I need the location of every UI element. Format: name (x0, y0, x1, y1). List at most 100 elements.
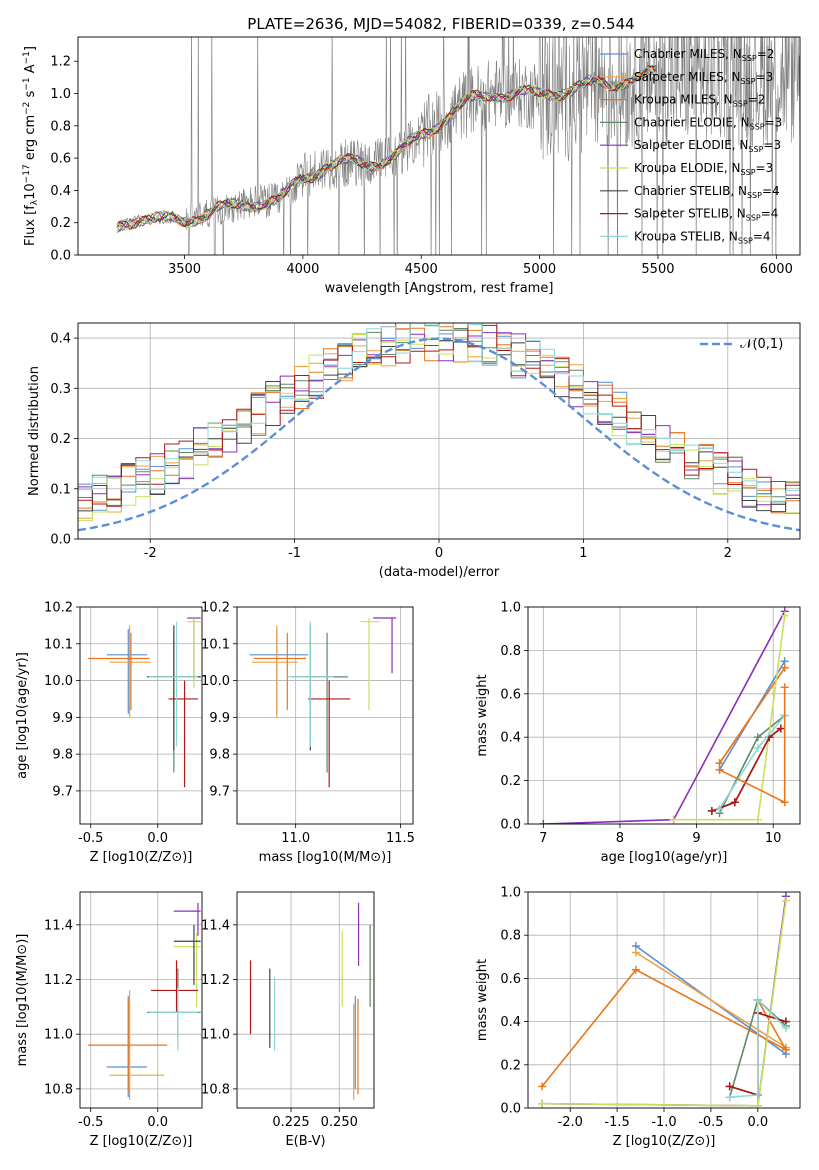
x-tick-label: 0.0 (147, 1115, 168, 1130)
weight-marker-5-0 (538, 1099, 547, 1108)
y-tick-label: 10.8 (201, 1082, 230, 1097)
x-tick-label: -0.5 (78, 831, 103, 846)
x-tick-label: 7 (539, 831, 547, 846)
x-axis-label: E(B-V) (285, 1134, 325, 1149)
plot-area (249, 617, 397, 788)
x-tick-label: 11.5 (386, 831, 415, 846)
model-spectrum-8 (116, 66, 658, 230)
weight-marker-9-2 (780, 683, 789, 692)
legend-label-2: Kroupa MILES, NSSP=2 (634, 93, 765, 109)
x-axis-label: Z [log10(Z/Z⊙)] (90, 1134, 193, 1149)
y-tick-label: 9.8 (209, 748, 230, 763)
weight-line-7 (711, 727, 782, 812)
legend-label-4: Salpeter ELODIE, NSSP=3 (634, 138, 781, 154)
x-tick-label: 0.0 (147, 831, 168, 846)
weight-marker-2-2 (781, 1045, 790, 1054)
weight-line-8 (729, 998, 787, 1098)
x-tick-label: 5500 (641, 262, 674, 277)
plot-area (88, 617, 201, 788)
y-tick-label: 0.0 (50, 249, 71, 264)
y-tick-label: 0.1 (50, 482, 71, 497)
y-tick-label: 0.8 (50, 119, 71, 134)
y-tick-label: 0.0 (50, 533, 71, 548)
axes-frame (77, 36, 801, 256)
weight-line-4 (543, 610, 786, 824)
histogram-8 (78, 323, 800, 502)
weight-line-3 (718, 714, 786, 814)
x-tick-label: 4000 (286, 262, 319, 277)
legend-label-8: Kroupa STELIB, NSSP=4 (634, 229, 771, 245)
y-tick-label: 1.0 (500, 601, 521, 616)
plot-area (539, 607, 789, 824)
weight-line-8 (718, 714, 786, 810)
axes-frame (77, 322, 801, 540)
panel-mass_vs_EBV: 0.225 0.250 10.8 11.0 11.2 11.4 E(B-V) (201, 891, 375, 1149)
y-tick-label: 9.9 (52, 711, 73, 726)
x-tick-label: -0.5 (698, 1115, 723, 1130)
weight-marker-9-0 (715, 765, 724, 774)
legend-label-gaussian: 𝒩(0,1) (740, 337, 783, 352)
y-tick-label: 10.2 (201, 601, 230, 616)
axes-frame (236, 891, 375, 1109)
y-axis-label: Flux [fλ10−17 erg cm−2 s−1 A−1] (22, 46, 40, 246)
y-tick-label: 0.4 (500, 1015, 521, 1030)
grid (237, 606, 413, 824)
panel-age_vs_Z: -0.5 0.0 9.7 9.8 9.9 10.0 10.1 10.2 Z [log10(Z/Z… (15, 601, 203, 865)
y-tick-label: 1.0 (50, 87, 71, 102)
panel-residuals: -2 -1 0 1 2 0.0 0.1 0.2 0.3 0.4 (data-model)/error… (27, 322, 801, 580)
plot-area (538, 892, 790, 1108)
y-tick-label: 9.7 (209, 784, 230, 799)
y-tick-label: 0.4 (500, 731, 521, 746)
legend-label-7: Salpeter STELIB, NSSP=4 (634, 207, 778, 223)
axes-frame (79, 606, 203, 825)
y-tick-label: 0.2 (500, 774, 521, 789)
weight-marker-7-0 (725, 1082, 734, 1091)
weight-line-9 (719, 687, 786, 804)
y-tick-label: 0.3 (50, 382, 71, 397)
y-tick-label: 0.6 (500, 687, 521, 702)
model-spectrum-3 (116, 69, 658, 233)
weight-marker-7-3 (776, 724, 785, 733)
y-tick-label: 0.6 (500, 972, 521, 987)
weight-marker-7-1 (730, 798, 739, 807)
x-tick-label: 11.0 (281, 831, 310, 846)
plot-area (116, 37, 800, 255)
legend-label-0: Chabrier MILES, NSSP=2 (634, 47, 774, 63)
x-tick-label: 0.225 (272, 1115, 309, 1130)
weight-marker-7-0 (707, 806, 716, 815)
y-tick-label: 9.8 (52, 748, 73, 763)
y-tick-label: 0.0 (500, 818, 521, 833)
weight-marker-5-2 (781, 896, 790, 905)
plot-area (88, 902, 201, 1100)
y-tick-label: 0.4 (50, 184, 71, 199)
x-tick-label: 0.0 (747, 1115, 768, 1130)
y-tick-label: 9.7 (52, 784, 73, 799)
y-tick-label: 0.0 (500, 1102, 521, 1117)
x-tick-label: 10 (765, 831, 782, 846)
weight-marker-5-1 (753, 1101, 762, 1108)
weight-marker-5-0 (669, 815, 678, 824)
x-tick-label: 0 (435, 546, 443, 561)
y-axis-label: mass [log10(M/M⊙)] (15, 934, 30, 1067)
weight-marker-8-1 (753, 1091, 762, 1100)
weight-marker-8-0 (715, 804, 724, 813)
x-tick-label: 2 (724, 546, 732, 561)
x-tick-label: 0.250 (321, 1115, 358, 1130)
legend-label-1: Salpeter MILES, NSSP=3 (634, 70, 773, 86)
panel-spectrum: 3500 4000 4500 5000 5500 6000 0.0 0.2 0.4 0.6 0.8 1… (22, 36, 801, 296)
figure-title: PLATE=2636, MJD=54082, FIBERID=0339, z=0… (247, 15, 634, 33)
grid (237, 892, 374, 1108)
y-axis-label: Normed distribution (27, 366, 42, 496)
y-tick-label: 0.2 (50, 216, 71, 231)
legend: Chabrier MILES, NSSP=2 Salpeter MILES, NS… (600, 47, 782, 245)
y-tick-label: 11.0 (201, 1028, 230, 1043)
x-axis-label: mass [log10(M/M⊙)] (259, 850, 392, 865)
y-tick-label: 11.2 (44, 973, 73, 988)
y-tick-label: 1.2 (50, 55, 71, 70)
histogram-7 (78, 323, 800, 513)
x-tick-label: 6000 (760, 262, 793, 277)
y-tick-label: 11.2 (201, 973, 230, 988)
y-axis-label: age [log10(age/yr)] (15, 652, 30, 779)
weight-marker-5-2 (780, 611, 789, 620)
